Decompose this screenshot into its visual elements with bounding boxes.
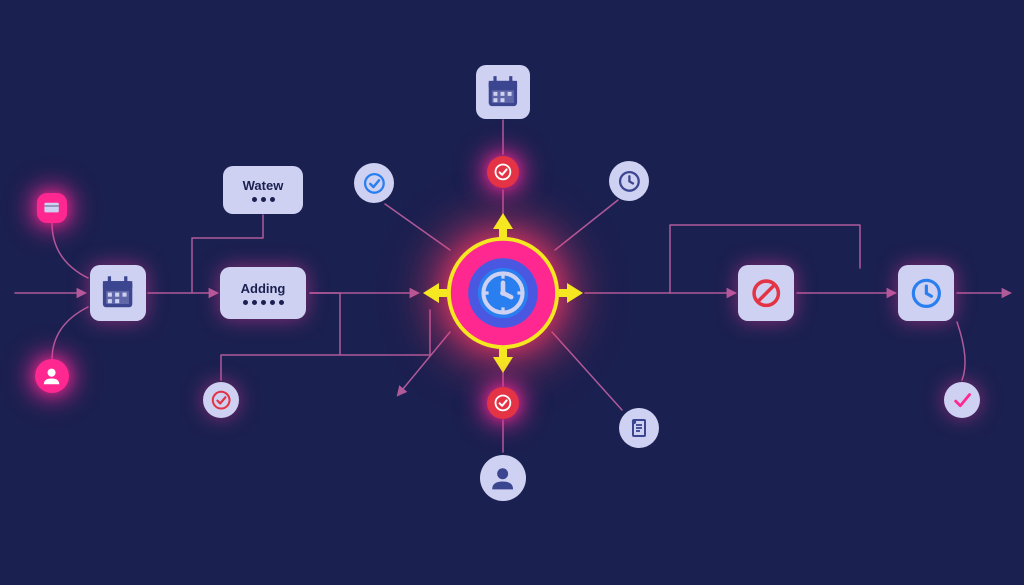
user-left (35, 359, 69, 393)
user-bot (480, 455, 526, 501)
check-top (487, 156, 519, 188)
hub-arrow-down (493, 349, 513, 373)
user-icon (480, 455, 526, 501)
edge (957, 322, 965, 380)
slash-box (738, 265, 794, 321)
check-icon (203, 382, 239, 418)
adding-box-label: Adding (241, 281, 286, 296)
card-icon (37, 193, 67, 223)
doc-br (619, 408, 659, 448)
watew-box: Watew (223, 166, 303, 214)
calendar-icon (90, 265, 146, 321)
diagram-canvas: Watew Adding (0, 0, 1024, 585)
adding-box-dots (243, 300, 284, 305)
clock-box-r (898, 265, 954, 321)
hub-clock-icon (478, 268, 527, 317)
edge (385, 204, 450, 250)
hub-arrow-up (493, 213, 513, 237)
watew-box-dots (252, 197, 275, 202)
user-icon (35, 359, 69, 393)
watew-box-label: Watew (243, 178, 284, 193)
edge (398, 332, 450, 395)
edge (52, 307, 88, 360)
calendar-left (90, 265, 146, 321)
check-icon (487, 156, 519, 188)
edge (552, 332, 622, 410)
check-icon (487, 387, 519, 419)
check-tl (354, 163, 394, 203)
edge (555, 200, 618, 250)
clock-tr (609, 161, 649, 201)
check-icon (354, 163, 394, 203)
hub-arrow-right (561, 281, 581, 305)
document-icon (619, 408, 659, 448)
check-bot (487, 387, 519, 419)
check-bl (203, 382, 239, 418)
edge (52, 223, 88, 278)
calendar-icon (476, 65, 530, 119)
clock-icon (609, 161, 649, 201)
hub-arrow-left (425, 281, 445, 305)
card-left (37, 193, 67, 223)
check-open-icon (944, 382, 980, 418)
edge (340, 310, 430, 355)
calendar-top (476, 65, 530, 119)
slash-icon (738, 265, 794, 321)
clock-icon (898, 265, 954, 321)
adding-box: Adding (220, 267, 306, 319)
check-br (944, 382, 980, 418)
